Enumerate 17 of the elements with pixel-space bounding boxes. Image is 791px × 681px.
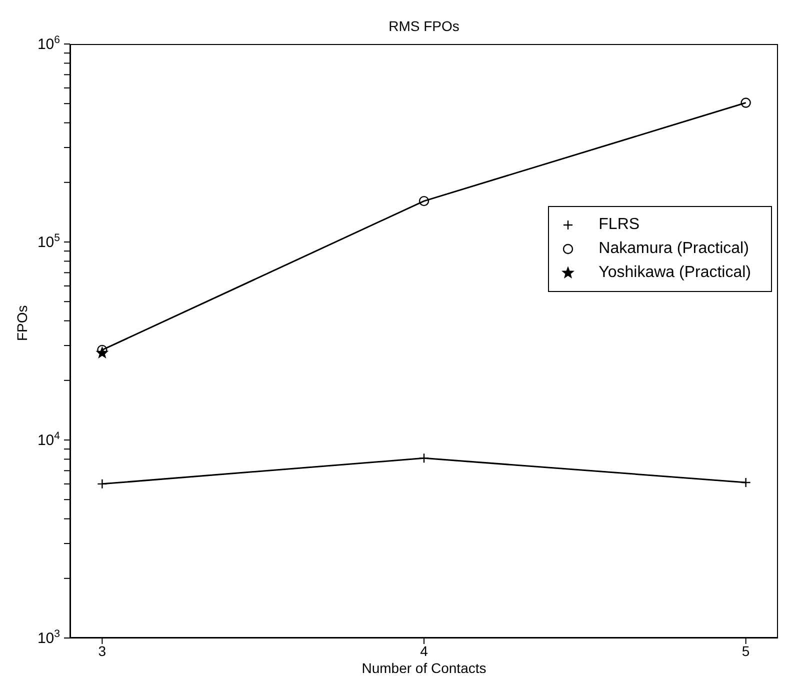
y-tick-label: 10$^{6}$ — [37, 34, 60, 53]
y-tick-label: 10$^{5}$ — [37, 232, 60, 251]
chart-title: RMS FPOs — [388, 18, 460, 34]
y-tick-label: 10$^{3}$ — [37, 628, 60, 647]
point — [96, 347, 108, 358]
x-tick-label: 3 — [98, 642, 106, 659]
x-axis-title: Number of Contacts — [362, 660, 486, 676]
legend-label: Nakamura (Practical) — [598, 239, 749, 259]
y-axis-title: FPOs — [14, 305, 30, 341]
legend-label: Yoshikawa (Practical) — [598, 263, 751, 283]
legend-label: FLRS — [598, 215, 640, 235]
point — [97, 344, 108, 356]
x-tick-label: 4 — [420, 642, 428, 659]
x-tick-label: 5 — [742, 642, 750, 659]
point — [418, 196, 430, 206]
point — [740, 98, 751, 108]
y-tick-label: 10$^{4}$ — [37, 430, 60, 449]
